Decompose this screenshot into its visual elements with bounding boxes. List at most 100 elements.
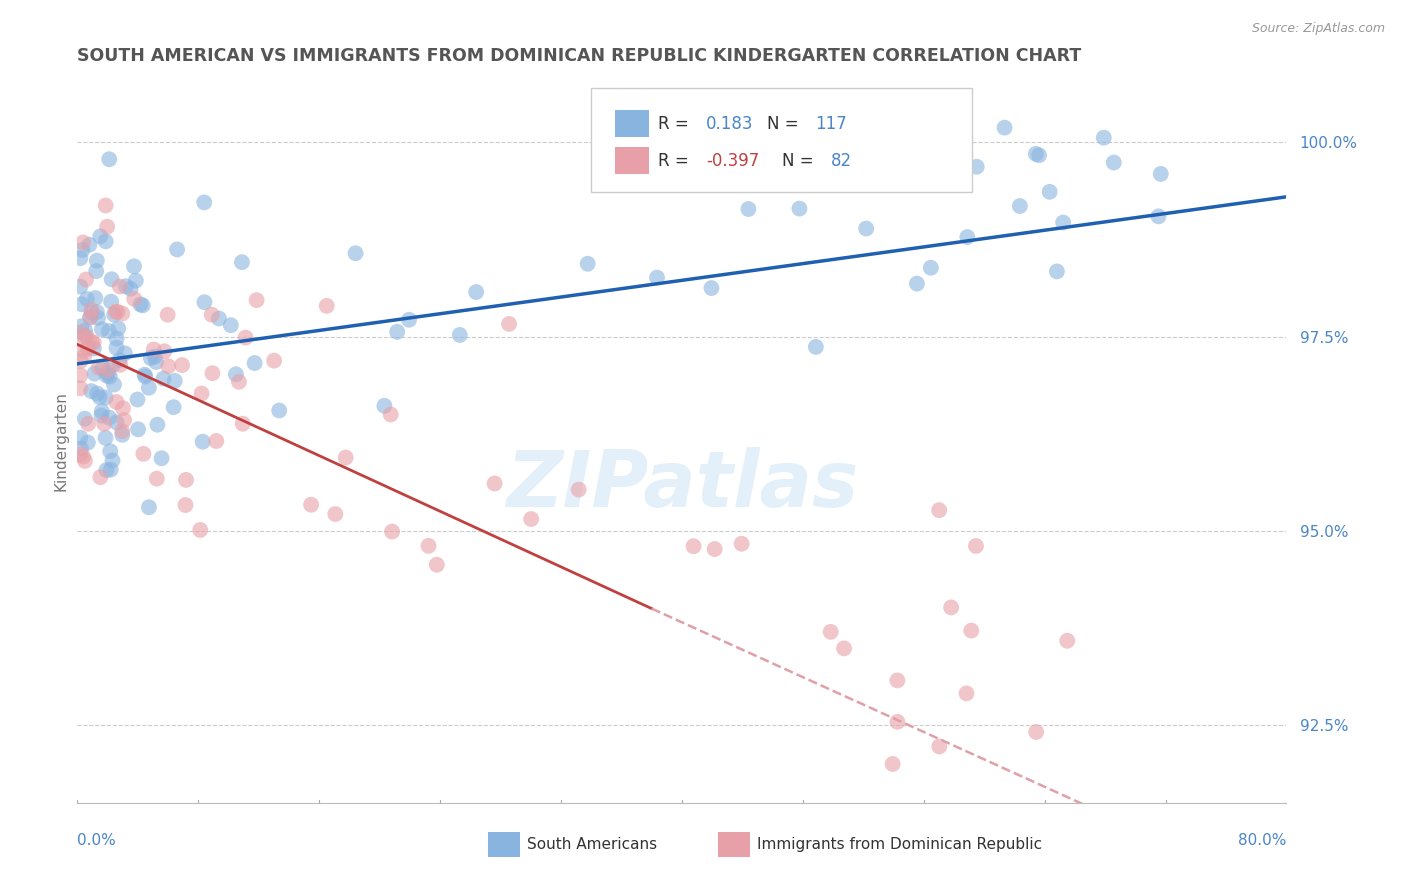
Point xyxy=(645,270,668,285)
Point xyxy=(73,411,96,425)
Point xyxy=(886,673,908,688)
Point xyxy=(72,243,94,257)
Text: -0.397: -0.397 xyxy=(706,153,759,170)
Point xyxy=(939,600,962,615)
Point xyxy=(700,281,723,295)
Point xyxy=(138,500,160,515)
Point xyxy=(91,322,114,336)
Point xyxy=(1092,130,1115,145)
Point xyxy=(72,235,94,250)
Point xyxy=(323,507,346,521)
Point xyxy=(152,371,174,385)
Point xyxy=(127,422,149,436)
Point xyxy=(568,483,591,497)
Point xyxy=(380,408,402,422)
Point xyxy=(235,330,257,344)
Text: ZIPatlas: ZIPatlas xyxy=(506,447,858,523)
Point xyxy=(90,404,112,418)
Point xyxy=(105,341,128,355)
Point xyxy=(1008,199,1031,213)
Point xyxy=(73,328,96,343)
Point xyxy=(108,353,131,368)
Point xyxy=(75,272,97,286)
Point xyxy=(855,221,877,235)
Point xyxy=(112,413,135,427)
Point xyxy=(201,366,224,380)
Point xyxy=(920,260,942,275)
Point xyxy=(86,305,108,319)
Point xyxy=(146,417,169,432)
Point xyxy=(103,377,125,392)
Point xyxy=(94,391,117,405)
Point xyxy=(84,264,107,278)
Point xyxy=(87,310,110,325)
Point xyxy=(122,292,145,306)
Point xyxy=(75,324,97,338)
Point xyxy=(228,375,250,389)
Point xyxy=(231,255,253,269)
Point xyxy=(143,350,166,364)
Point xyxy=(928,503,950,517)
Point xyxy=(191,434,214,449)
Point xyxy=(132,447,155,461)
Point xyxy=(142,343,165,357)
Point xyxy=(89,229,111,244)
Point xyxy=(1056,633,1078,648)
Point xyxy=(193,295,215,310)
Point xyxy=(73,343,96,358)
Point xyxy=(219,318,242,333)
Point xyxy=(232,417,254,431)
Point xyxy=(737,202,759,216)
Point xyxy=(576,257,599,271)
FancyBboxPatch shape xyxy=(592,87,972,193)
Point xyxy=(190,386,212,401)
Point xyxy=(73,454,96,468)
Point xyxy=(344,246,367,260)
Point xyxy=(70,297,93,311)
Text: South Americans: South Americans xyxy=(527,838,657,852)
Point xyxy=(1039,185,1062,199)
Point xyxy=(129,297,152,311)
Point xyxy=(1025,725,1047,739)
Point xyxy=(69,381,91,395)
Text: R =: R = xyxy=(658,115,693,133)
Point xyxy=(956,230,979,244)
Point xyxy=(882,756,904,771)
Point xyxy=(80,384,103,398)
Point xyxy=(96,368,118,383)
Point xyxy=(1046,264,1069,278)
Point xyxy=(96,463,118,477)
Point xyxy=(905,277,928,291)
Point xyxy=(94,431,117,445)
Point xyxy=(72,331,94,345)
Text: 80.0%: 80.0% xyxy=(1239,833,1286,848)
Point xyxy=(243,356,266,370)
Point xyxy=(373,399,395,413)
Point xyxy=(955,686,977,700)
Y-axis label: Kindergarten: Kindergarten xyxy=(53,392,69,491)
Point xyxy=(146,472,169,486)
Point xyxy=(174,498,197,512)
Point xyxy=(205,434,228,448)
Point xyxy=(93,417,115,431)
Point xyxy=(1052,215,1074,229)
Point xyxy=(79,310,101,325)
Point xyxy=(1028,148,1050,162)
Point xyxy=(1147,210,1170,224)
Point xyxy=(86,253,108,268)
Point xyxy=(80,303,103,318)
Point xyxy=(100,272,122,286)
Text: Source: ZipAtlas.com: Source: ZipAtlas.com xyxy=(1251,22,1385,36)
Point xyxy=(174,473,197,487)
Point xyxy=(928,739,950,754)
Point xyxy=(520,512,543,526)
Point xyxy=(80,305,103,319)
Point xyxy=(150,451,173,466)
Point xyxy=(83,367,105,381)
Point xyxy=(245,293,267,307)
Point xyxy=(157,359,180,374)
Point xyxy=(315,299,337,313)
Point xyxy=(111,424,134,438)
Point xyxy=(79,237,101,252)
FancyBboxPatch shape xyxy=(616,110,650,137)
